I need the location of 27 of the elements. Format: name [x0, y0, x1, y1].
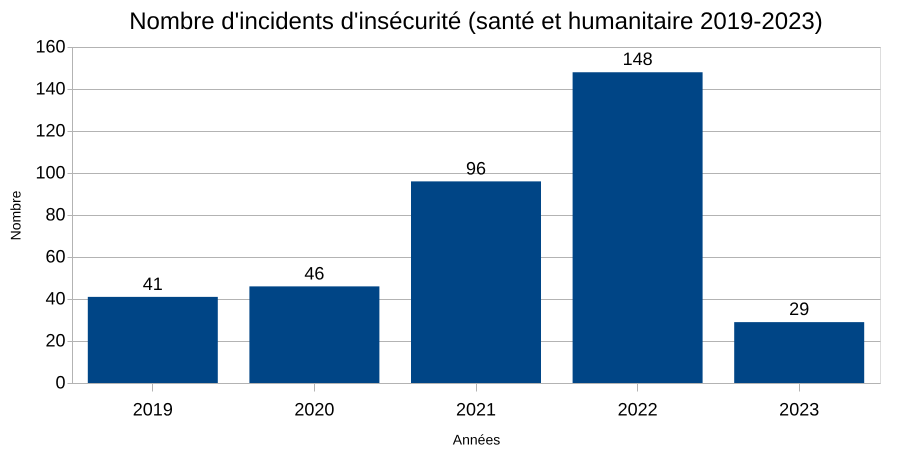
bar	[88, 296, 218, 383]
y-tick-label: 20	[45, 330, 66, 350]
y-tick-label: 100	[35, 162, 66, 182]
y-tick-label: 120	[35, 120, 66, 140]
y-tick-label: 60	[45, 246, 66, 266]
x-tick-label: 2019	[132, 400, 173, 420]
data-label: 96	[466, 158, 486, 178]
x-tick-label: 2021	[456, 400, 496, 420]
bar	[572, 72, 703, 383]
x-tick-label: 2023	[779, 400, 820, 420]
y-tick-label: 140	[35, 78, 66, 98]
bar	[734, 322, 864, 383]
x-tick-label: 2022	[618, 400, 658, 420]
y-axis-title: Nombre	[7, 190, 24, 240]
data-label: 148	[622, 49, 653, 70]
y-tick-label: 80	[45, 204, 66, 224]
bar	[249, 286, 380, 383]
bar	[411, 181, 541, 383]
x-axis-title: Années	[452, 432, 500, 448]
chart-title: Nombre d'incidents d'insécurité (santé et humanitaire 2019-2023)	[129, 8, 823, 35]
data-label: 46	[304, 263, 324, 284]
data-label: 41	[142, 274, 163, 294]
y-tick-label: 40	[45, 288, 66, 308]
y-tick-label: 0	[55, 372, 66, 392]
x-tick-label: 2020	[294, 400, 334, 420]
y-tick-label: 160	[35, 36, 66, 56]
data-label: 29	[789, 299, 810, 320]
